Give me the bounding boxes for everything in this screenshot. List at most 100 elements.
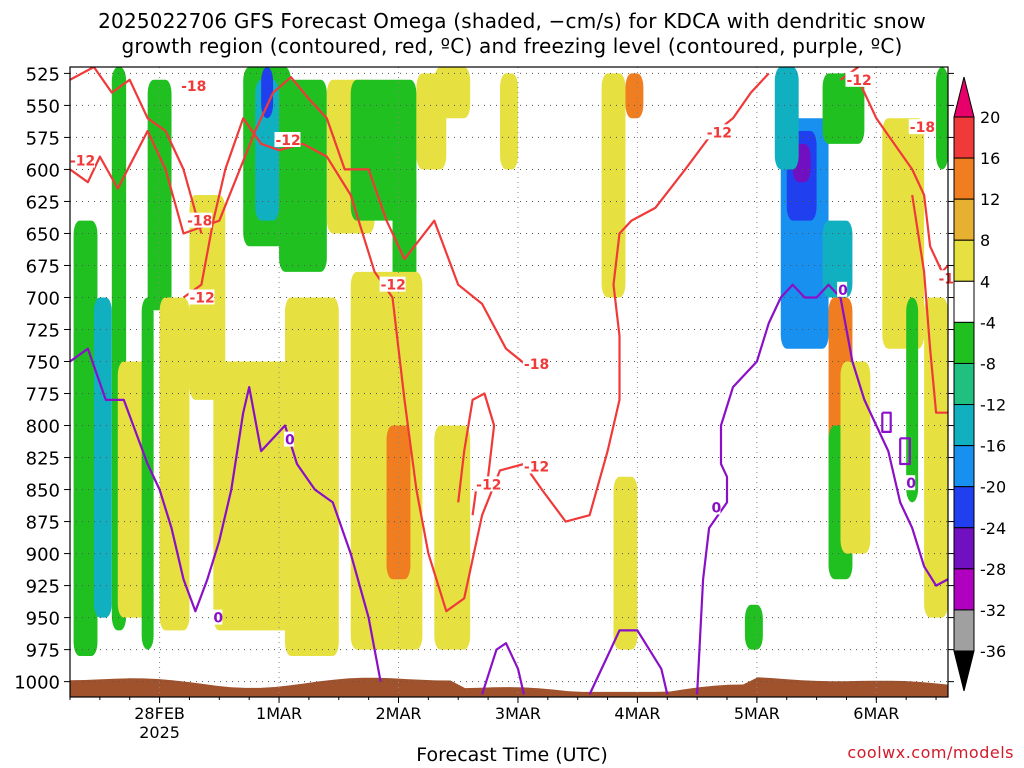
y-tick-label: 950	[26, 609, 60, 630]
site-credit: coolwx.com/models	[847, 743, 1014, 762]
colorbar-bottom-arrow	[953, 650, 975, 692]
y-tick-label: 750	[26, 353, 60, 374]
contour-label-bg	[69, 152, 95, 168]
colorbar-box	[953, 486, 975, 529]
omega-region	[285, 297, 339, 657]
contour-label-bg	[705, 124, 732, 140]
colorbar-label: -28	[980, 560, 1006, 579]
x-tick-label: 3MAR	[495, 704, 541, 723]
colorbar-box	[953, 362, 975, 406]
y-tick-label: 575	[26, 128, 60, 149]
y-tick-label: 525	[26, 64, 60, 85]
colorbar-box	[953, 445, 975, 488]
contour-label-layer: -18-12-12-18-12-12-18-12-12-12-12-18-120…	[69, 71, 964, 627]
colorbar-label: -20	[980, 478, 1006, 497]
axes-layer: 525 550 575 600 625 650 675 700 725 750 775 800 825 8…	[14, 64, 954, 742]
omega-region	[774, 67, 799, 170]
omega-region	[279, 79, 327, 272]
colorbar: 20 16 12 8 4 -4 -8 -12 -16 -20 -24 -28 -32 -36	[953, 76, 1006, 692]
contour-label-bg	[379, 276, 406, 292]
contour-label-bg	[212, 609, 223, 625]
colorbar-label: 16	[980, 149, 1000, 168]
contour-label-bg	[522, 356, 549, 372]
y-tick-label: 675	[26, 256, 60, 277]
omega-region	[434, 67, 471, 119]
contour-label: -18	[181, 79, 206, 95]
colorbar-label: -32	[980, 601, 1006, 620]
dendritic-contour	[182, 72, 770, 613]
contour-label: 0	[711, 500, 721, 516]
colorbar-box	[953, 198, 975, 241]
colorbar-label: 4	[980, 272, 990, 291]
colorbar-label: -16	[980, 437, 1006, 456]
y-tick-label: 725	[26, 321, 60, 342]
x-tick-label: 2MAR	[375, 704, 421, 723]
omega-region	[822, 73, 865, 144]
contour-label-bg	[284, 431, 295, 447]
dendritic-contour	[70, 76, 531, 369]
contour-label-bg	[475, 476, 502, 492]
contour-label: -12	[846, 73, 871, 89]
contour-label: -12	[275, 133, 300, 149]
omega-region	[625, 73, 644, 119]
contour-label-bg	[186, 212, 213, 228]
freezing-level-contour	[70, 347, 382, 682]
y-tick-label: 875	[26, 513, 60, 534]
freezing-level-contour	[696, 283, 948, 695]
omega-region	[261, 67, 274, 119]
contour-label-bg	[180, 78, 207, 94]
x-tick-label: 5MAR	[734, 704, 780, 723]
colorbar-box	[953, 239, 975, 282]
contour-label-bg	[274, 131, 301, 147]
colorbar-label: 12	[980, 190, 1000, 209]
colorbar-box	[953, 568, 975, 611]
omega-region	[936, 67, 948, 170]
omega-region	[613, 476, 638, 650]
colorbar-label: -4	[980, 313, 996, 332]
y-tick-label: 600	[26, 160, 60, 181]
contour-label-bg	[188, 289, 215, 305]
y-tick-label: 925	[26, 577, 60, 598]
colorbar-box	[953, 116, 975, 159]
contour-label: -12	[189, 290, 214, 306]
x-tick-sublabel: 2025	[139, 723, 180, 742]
dendritic-contour	[911, 194, 948, 414]
y-tick-label: 900	[26, 545, 60, 566]
omega-region	[882, 118, 925, 349]
colorbar-box	[953, 280, 975, 323]
contour-label-bg	[522, 458, 549, 474]
freezing-level-contour	[881, 411, 892, 433]
plot-frame	[69, 66, 949, 698]
dendritic-contour	[857, 79, 948, 273]
contour-label: -12	[524, 460, 549, 476]
y-tick-label: 650	[26, 224, 60, 245]
y-tick-label: 975	[26, 641, 60, 662]
colorbar-label: -36	[980, 642, 1006, 661]
y-tick-label: 700	[26, 288, 60, 309]
contour-label: 0	[838, 283, 848, 299]
contour-label: 0	[906, 476, 916, 492]
contour-label: 0	[213, 611, 223, 627]
y-tick-label: 775	[26, 385, 60, 406]
colorbar-top-arrow	[953, 76, 975, 118]
freezing-level-contour	[899, 437, 911, 466]
omega-region	[159, 297, 190, 631]
y-tick-label: 1000	[14, 673, 60, 694]
omega-region	[500, 73, 518, 170]
omega-region	[840, 361, 871, 554]
omega-region	[93, 297, 112, 618]
y-tick-label: 850	[26, 481, 60, 502]
contour-label: -12	[381, 278, 406, 294]
omega-region	[255, 79, 280, 221]
contour-label: -18	[187, 214, 212, 230]
contour-layer	[70, 67, 948, 695]
omega-region	[141, 297, 154, 650]
contour-label-bg	[837, 281, 848, 297]
contour-label: -18	[910, 120, 935, 136]
colorbar-box	[953, 157, 975, 200]
contour-label: -18	[524, 357, 549, 373]
contour-label-bg	[710, 499, 721, 515]
terrain-surface	[70, 677, 948, 697]
x-axis-title: Forecast Time (UTC)	[416, 744, 608, 766]
